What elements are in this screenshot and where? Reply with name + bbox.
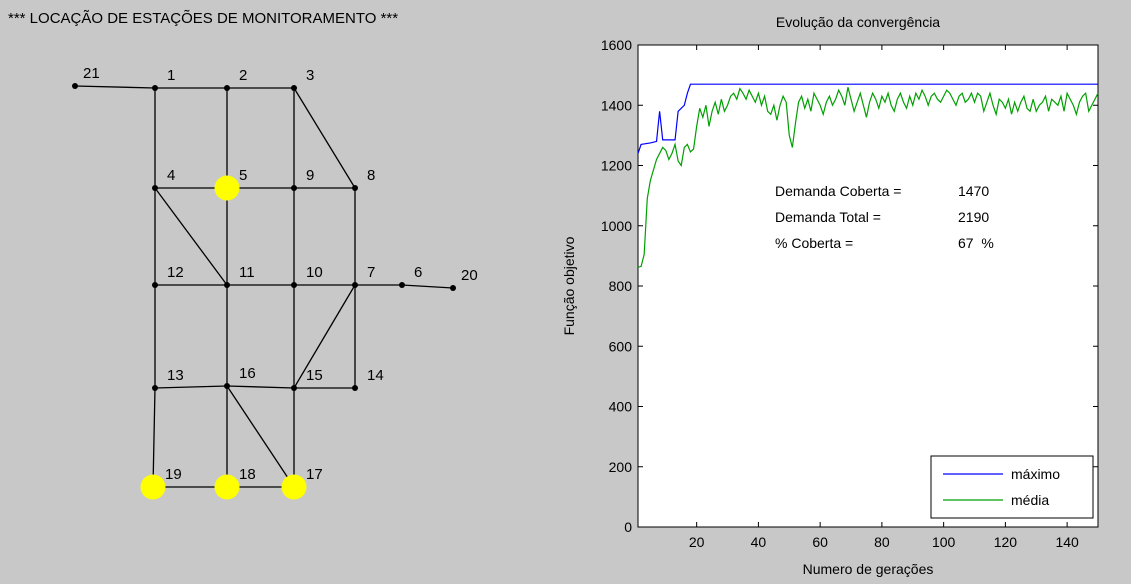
graph-edge-21-1 <box>74 85 156 89</box>
y-tick-label: 1200 <box>601 158 632 174</box>
graph-edge-6-20 <box>401 284 454 289</box>
x-tick-label: 100 <box>932 534 956 550</box>
demanda-coberta-label: Demanda Coberta = <box>775 183 901 199</box>
demanda-coberta-value: 1470 <box>958 183 989 199</box>
graph-node-label-2: 2 <box>239 67 247 84</box>
percent-coberta-label: % Coberta = <box>775 235 853 251</box>
graph-node-9 <box>291 185 297 191</box>
y-tick-label: 1400 <box>601 97 632 113</box>
monitoring-station-5 <box>214 175 240 201</box>
x-tick-label: 40 <box>751 534 767 550</box>
graph-node-label-15: 15 <box>306 367 323 384</box>
monitoring-station-17 <box>281 474 307 500</box>
graph-node-2 <box>224 85 230 91</box>
graph-node-label-20: 20 <box>461 267 478 284</box>
stats-annotation: Demanda Coberta = 1470 Demanda Total = 2… <box>775 183 994 251</box>
y-tick-label: 800 <box>609 278 633 294</box>
graph-node-1 <box>152 85 158 91</box>
graph-edges <box>74 85 454 488</box>
graph-node-label-18: 18 <box>239 466 256 483</box>
graph-node-11 <box>224 282 230 288</box>
percent-coberta-value: 67 % <box>958 235 994 251</box>
graph-node-label-4: 4 <box>167 167 175 184</box>
graph-node-7 <box>352 282 358 288</box>
graph-node-label-5: 5 <box>239 167 247 184</box>
graph-edge-13-16 <box>154 385 228 389</box>
graph-nodes <box>72 83 456 500</box>
graph-node-15 <box>291 385 297 391</box>
monitoring-station-19 <box>140 474 166 500</box>
graph-node-3 <box>291 85 297 91</box>
y-axis-label: Função objetivo <box>561 236 577 335</box>
series-line-media <box>637 87 1099 268</box>
graph-node-label-21: 21 <box>83 65 100 82</box>
legend-label-maximo: máximo <box>1011 466 1060 482</box>
y-tick-label: 1600 <box>601 37 632 53</box>
x-tick-label: 20 <box>689 534 705 550</box>
graph-node-label-17: 17 <box>306 466 323 483</box>
graph-node-label-9: 9 <box>306 167 314 184</box>
graph-node-6 <box>399 282 405 288</box>
graph-node-14 <box>352 385 358 391</box>
graph-node-21 <box>72 83 78 89</box>
series-lines <box>637 83 1099 268</box>
graph-node-8 <box>352 185 358 191</box>
x-axis-label: Numero de gerações <box>803 561 934 577</box>
x-axis-ticks: 20 40 60 80 100 120 140 <box>689 45 1079 550</box>
graph-node-10 <box>291 282 297 288</box>
graph-title: *** LOCAÇÃO DE ESTAÇÕES DE MONITORAMENTO… <box>8 10 399 27</box>
graph-node-label-3: 3 <box>306 67 314 84</box>
graph-node-20 <box>450 285 456 291</box>
graph-node-label-6: 6 <box>414 264 422 281</box>
graph-node-label-14: 14 <box>367 367 384 384</box>
graph-edge-3-8 <box>293 87 356 189</box>
legend: máximo média <box>930 455 1094 519</box>
x-tick-label: 60 <box>812 534 828 550</box>
y-tick-label: 600 <box>609 338 633 354</box>
series-line-maximo <box>637 83 1098 154</box>
y-tick-label: 200 <box>609 459 633 475</box>
demanda-total-value: 2190 <box>958 209 989 225</box>
graph-node-label-7: 7 <box>367 264 375 281</box>
y-axis-ticks: 0 200 400 600 800 1000 1200 1400 1600 <box>601 37 1098 535</box>
graph-node-16 <box>224 383 230 389</box>
graph-edge-7-15 <box>293 284 356 389</box>
graph-edge-16-15 <box>226 385 295 389</box>
graph-node-label-10: 10 <box>306 264 323 281</box>
demanda-total-label: Demanda Total = <box>775 209 881 225</box>
monitoring-station-18 <box>214 474 240 500</box>
legend-box <box>930 455 1094 519</box>
graph-node-13 <box>152 385 158 391</box>
y-tick-label: 400 <box>609 399 633 415</box>
graph-node-label-16: 16 <box>239 365 256 382</box>
chart-title: Evolução da convergência <box>776 14 940 30</box>
graph-node-label-1: 1 <box>167 67 175 84</box>
graph-node-label-19: 19 <box>165 466 182 483</box>
graph-node-label-12: 12 <box>167 264 184 281</box>
graph-edge-4-11 <box>154 187 228 286</box>
graph-node-label-8: 8 <box>367 167 375 184</box>
graph-node-label-11: 11 <box>239 264 255 281</box>
graph-node-4 <box>152 185 158 191</box>
graph-node-12 <box>152 282 158 288</box>
graph-edge-13-19 <box>152 387 156 488</box>
graph-node-label-13: 13 <box>167 367 184 384</box>
x-tick-label: 80 <box>874 534 890 550</box>
y-tick-label: 0 <box>624 519 632 535</box>
x-tick-label: 120 <box>994 534 1018 550</box>
legend-label-media: média <box>1011 492 1049 508</box>
plot-area <box>637 44 1099 528</box>
y-tick-label: 1000 <box>601 218 632 234</box>
x-tick-label: 140 <box>1055 534 1079 550</box>
graph-edge-16-17 <box>226 385 295 488</box>
